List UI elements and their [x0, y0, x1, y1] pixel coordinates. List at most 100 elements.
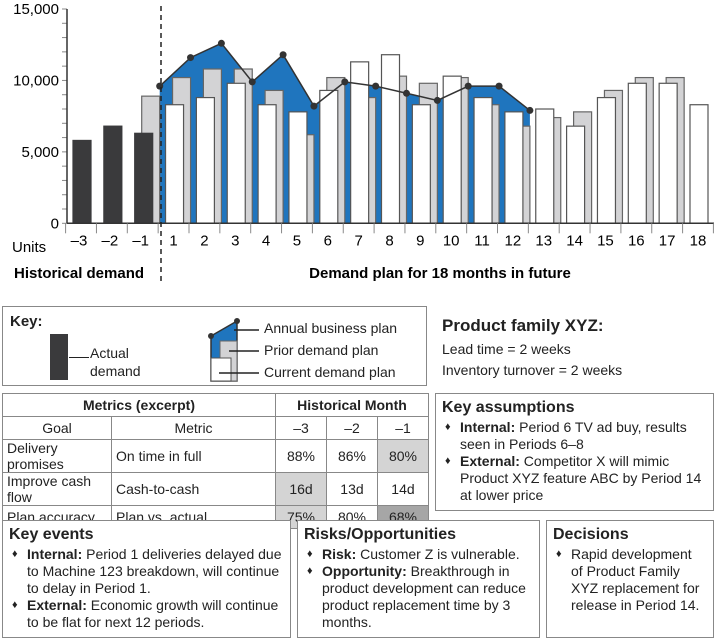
current-plan-bar: [288, 111, 308, 224]
list-item: External: Economic growth will continue …: [9, 597, 284, 631]
historical-demand-label: Historical demand: [14, 265, 144, 282]
x-tick-label: 3: [231, 232, 239, 249]
x-tick-label: 4: [262, 232, 270, 249]
annual-plan-point: [372, 82, 380, 90]
key-events-box: Key events Internal: Period 1 deliveries…: [2, 520, 291, 638]
value-cell: 80%: [376, 439, 430, 473]
list-item: External: Competitor X will mimic Produc…: [442, 453, 707, 504]
metrics-table: Metrics (excerpt) Historical Month Goal …: [2, 393, 430, 529]
header-cell: Goal: [2, 416, 112, 440]
header-cell: Metric: [111, 416, 276, 440]
x-tick-label: 17: [659, 232, 676, 249]
current-plan-bar: [658, 82, 678, 224]
y-tick-label: 5,000: [21, 144, 59, 161]
annual-plan-point: [433, 96, 441, 104]
y-tick-label: 0: [51, 215, 59, 232]
decisions-box: Decisions Rapid development of Product F…: [546, 520, 714, 638]
annual-plan-point: [248, 78, 256, 86]
product-info: Product family XYZ: Lead time = 2 weeks …: [442, 316, 622, 378]
x-tick-label: 13: [535, 232, 552, 249]
annual-plan-point: [526, 106, 534, 114]
x-tick-label: 11: [474, 232, 490, 249]
x-tick-label: 2: [200, 232, 208, 249]
annual-plan-point: [217, 39, 225, 47]
current-plan-bar: [565, 125, 586, 224]
y-tick-label: 10,000: [13, 72, 59, 89]
actual-demand-label: Actual demand: [90, 345, 141, 379]
header-cell: –1: [376, 416, 430, 440]
key-assumptions-box: Key assumptions Internal: Period 6 TV ad…: [435, 393, 714, 511]
product-title: Product family XYZ:: [442, 316, 604, 335]
future-demand-label: Demand plan for 18 months in future: [309, 265, 571, 282]
inventory-turnover: Inventory turnover = 2 weeks: [442, 362, 623, 378]
plan-legend-icon: [208, 318, 259, 382]
x-tick-label: 12: [505, 232, 522, 249]
list-item: Risk: Customer Z is vulnerable.: [304, 546, 533, 563]
y-tick-label: 15,000: [13, 1, 59, 18]
x-tick-label: 6: [324, 232, 332, 249]
table-row: Improve cash flow Cash-to-cash 16d 13d 1…: [2, 472, 430, 506]
current-plan-bar: [596, 96, 617, 224]
list-item: Rapid development of Product Family XYZ …: [553, 546, 707, 614]
annual-plan-label: Annual business plan: [264, 320, 398, 336]
current-plan-bar: [350, 61, 370, 224]
historical-month-title: Historical Month: [275, 393, 429, 417]
current-plan-bar: [226, 82, 246, 224]
current-plan-bar: [319, 89, 339, 224]
current-plan-bar: [411, 104, 431, 224]
table-header-row: Goal Metric –3 –2 –1: [2, 416, 430, 440]
header-cell: –3: [275, 416, 327, 440]
value-cell: 88%: [275, 439, 327, 473]
x-tick-label: 16: [628, 232, 645, 249]
annual-plan-point: [341, 78, 349, 86]
x-tick-label: 7: [354, 232, 362, 249]
metric-cell: Cash-to-cash: [111, 472, 276, 506]
list-item: Internal: Period 1 deliveries delayed du…: [9, 546, 284, 597]
annual-plan-point: [187, 54, 195, 62]
current-plan-label: Current demand plan: [264, 364, 396, 380]
current-plan-bar: [257, 104, 277, 224]
current-plan-bar: [689, 104, 709, 224]
goal-cell: Delivery promises: [2, 439, 112, 473]
events-title: Key events: [9, 526, 94, 543]
current-plan-bar: [195, 96, 215, 224]
x-tick-label: 9: [416, 232, 424, 249]
annual-plan-point: [310, 102, 318, 110]
x-tick-label: –2: [102, 232, 119, 249]
annual-plan-point: [495, 82, 503, 90]
prior-plan-label: Prior demand plan: [264, 342, 379, 358]
value-cell: 16d: [275, 472, 327, 506]
annual-plan-point: [279, 51, 287, 59]
list-item: Internal: Period 6 TV ad buy, results se…: [442, 419, 707, 453]
x-tick-label: 1: [169, 232, 177, 249]
current-plan-bar: [473, 96, 493, 224]
x-tick-label: 10: [443, 232, 460, 249]
actual-demand-bar: [72, 139, 92, 224]
actual-demand-swatch: [50, 334, 68, 380]
annual-plan-point: [464, 82, 472, 90]
x-tick-label: –3: [71, 232, 88, 249]
actual-demand-bar: [103, 125, 123, 224]
risks-box: Risks/Opportunities Risk: Customer Z is …: [297, 520, 540, 638]
table-row: Delivery promises On time in full 88% 86…: [2, 439, 430, 473]
assumptions-title: Key assumptions: [442, 399, 575, 416]
current-plan-bar: [627, 82, 647, 224]
value-cell: 86%: [325, 439, 378, 473]
current-plan-bar: [535, 108, 555, 224]
goal-cell: Improve cash flow: [2, 472, 112, 506]
current-plan-bar: [504, 111, 524, 224]
current-plan-bar: [442, 75, 462, 224]
key-box: Key: Actual demand Annual business plan …: [2, 306, 427, 386]
value-cell: 14d: [376, 472, 430, 506]
x-tick-label: 14: [566, 232, 583, 249]
decisions-title: Decisions: [553, 526, 629, 543]
annual-plan-point: [156, 82, 164, 90]
current-plan-bar: [380, 54, 401, 224]
metrics-title: Metrics (excerpt): [2, 393, 276, 417]
risks-title: Risks/Opportunities: [304, 526, 457, 543]
list-item: Opportunity: Breakthrough in product dev…: [304, 563, 533, 631]
header-cell: –2: [325, 416, 378, 440]
x-tick-label: 5: [293, 232, 301, 249]
lead-time: Lead time = 2 weeks: [442, 341, 571, 357]
